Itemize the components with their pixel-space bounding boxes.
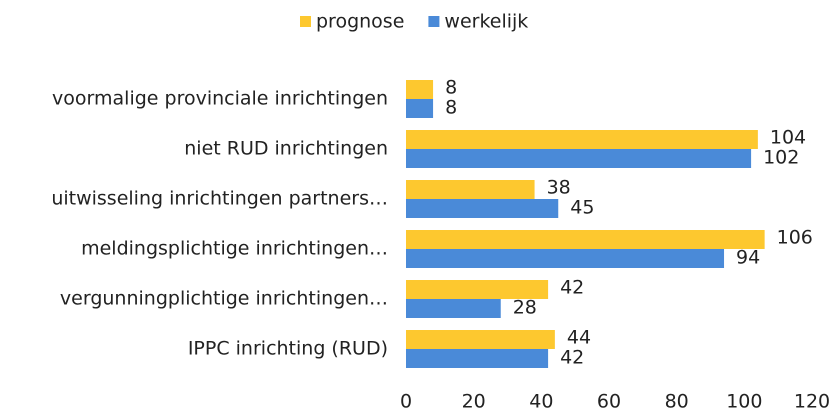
bar bbox=[406, 80, 434, 99]
y-tick-label: vergunningplichtige inrichtingen… bbox=[60, 288, 388, 310]
value-label: 42 bbox=[560, 347, 584, 369]
value-label: 94 bbox=[736, 247, 760, 269]
legend-label: werkelijk bbox=[444, 11, 528, 33]
value-label: 38 bbox=[547, 177, 571, 199]
legend-label: prognose bbox=[316, 11, 404, 33]
bar bbox=[406, 280, 549, 299]
y-tick-label: uitwisseling inrichtingen partners… bbox=[51, 188, 388, 210]
y-tick-label: niet RUD inrichtingen bbox=[184, 138, 388, 160]
bar bbox=[406, 349, 549, 368]
x-tick-label: 80 bbox=[665, 391, 689, 412]
x-tick-label: 40 bbox=[529, 391, 553, 412]
bar bbox=[406, 180, 535, 199]
bar bbox=[406, 130, 758, 149]
value-label: 44 bbox=[567, 327, 591, 349]
bar bbox=[406, 330, 555, 349]
x-tick-label: 20 bbox=[462, 391, 486, 412]
bar bbox=[406, 199, 559, 218]
y-tick-label: IPPC inrichting (RUD) bbox=[188, 338, 388, 360]
y-tick-label: meldingsplichtige inrichtingen… bbox=[81, 238, 388, 260]
value-label: 8 bbox=[445, 97, 457, 119]
value-label: 102 bbox=[763, 147, 799, 169]
x-tick-label: 120 bbox=[794, 391, 830, 412]
bar bbox=[406, 99, 434, 118]
value-label: 8 bbox=[445, 77, 457, 99]
value-label: 45 bbox=[570, 197, 594, 219]
bar bbox=[406, 299, 501, 318]
x-tick-label: 0 bbox=[400, 391, 412, 412]
x-tick-label: 100 bbox=[726, 391, 762, 412]
legend-swatch bbox=[300, 16, 311, 27]
value-label: 106 bbox=[777, 227, 813, 249]
value-label: 42 bbox=[560, 277, 584, 299]
bar bbox=[406, 230, 765, 249]
bar bbox=[406, 149, 752, 168]
x-tick-label: 60 bbox=[597, 391, 621, 412]
value-label: 104 bbox=[770, 127, 806, 149]
legend-swatch bbox=[428, 16, 440, 27]
bar bbox=[406, 249, 725, 268]
y-tick-label: voormalige provinciale inrichtingen bbox=[52, 88, 388, 110]
value-label: 28 bbox=[513, 297, 537, 319]
